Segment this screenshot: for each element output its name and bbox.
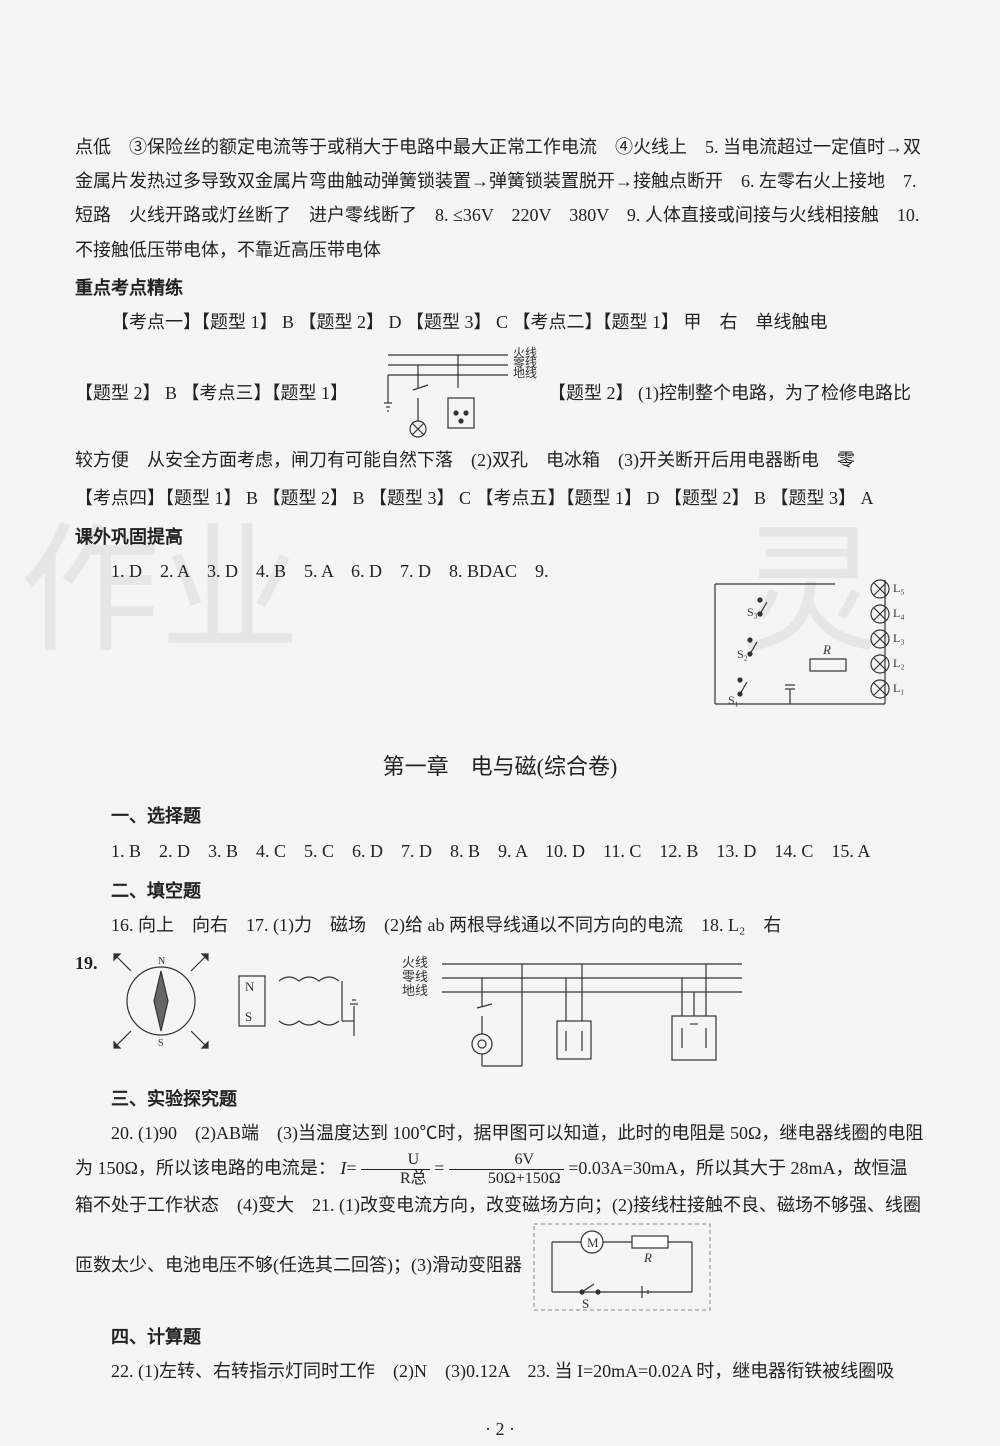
motor-circuit-diagram: M R S bbox=[532, 1222, 712, 1312]
svg-text:S: S bbox=[582, 1296, 589, 1311]
svg-text:L₃: L₃ bbox=[893, 631, 905, 645]
label-ground: 地线 bbox=[513, 366, 537, 380]
section-extra-title: 课外巩固提高 bbox=[75, 520, 925, 554]
home-fire-label: 火线 bbox=[402, 955, 428, 970]
experiment-title: 三、实验探究题 bbox=[75, 1082, 925, 1116]
home-ground-label: 地线 bbox=[402, 983, 428, 998]
q22-23: 22. (1)左转、右转指示灯同时工作 (2)N (3)0.12A 23. 当 … bbox=[75, 1354, 925, 1388]
svg-text:S: S bbox=[245, 1009, 252, 1024]
choice-title: 一、选择题 bbox=[75, 799, 925, 833]
extra-answers-1-9: 1. D 2. A 3. D 4. B 5. A 6. D 7. D 8. BD… bbox=[75, 554, 549, 588]
keypoints-line-2-post: 【题型 2】 (1)控制整个电路，为了检修电路比 bbox=[548, 376, 911, 410]
keypoints-line-2-pre: 【题型 2】 B 【考点三】【题型 1】 bbox=[75, 376, 348, 410]
formula-frac-1: UR总 bbox=[361, 1151, 430, 1187]
opening-paragraph: 点低 ③保险丝的额定电流等于或稍大于电路中最大正常工作电流 ④火线上 5. 当电… bbox=[75, 130, 925, 267]
home-circuit-diagram: 火线 零线 地线 bbox=[382, 946, 762, 1076]
keypoints-line-4: 【考点四】【题型 1】 B 【题型 2】 B 【题型 3】 C 【考点五】【题型… bbox=[75, 481, 925, 515]
fill-title: 二、填空题 bbox=[75, 874, 925, 908]
circuit-diagram-1: 火线 零线 地线 bbox=[348, 343, 548, 443]
extra-line-5-row: 1. D 2. A 3. D 4. B 5. A 6. D 7. D 8. BD… bbox=[75, 554, 925, 724]
svg-text:L₅: L₅ bbox=[893, 581, 905, 595]
formula-eq2: = bbox=[434, 1158, 444, 1178]
formula-eq1: = bbox=[346, 1158, 356, 1178]
q19-prefix: 19. bbox=[75, 946, 98, 980]
home-zero-label: 零线 bbox=[402, 969, 428, 984]
svg-text:L₂: L₂ bbox=[893, 656, 905, 670]
chapter-title: 第一章 电与磁(综合卷) bbox=[75, 746, 925, 788]
page-number: · 2 · bbox=[75, 1412, 925, 1446]
keypoints-line-2-row: 【题型 2】 B 【考点三】【题型 1】 火线 零线 地线 【题型 2】 bbox=[75, 343, 925, 443]
fill-16-18: 16. 向上 向右 17. (1)力 磁场 (2)给 ab 两根导线通以不同方向… bbox=[75, 908, 925, 942]
section-keypoints-title: 重点考点精练 bbox=[75, 271, 925, 305]
svg-text:S₁: S₁ bbox=[728, 693, 739, 707]
formula-val: =0.03A=30mA bbox=[568, 1158, 678, 1178]
q20-text: 20. (1)90 (2)AB端 (3)当温度达到 100℃时，据甲图可以知道，… bbox=[75, 1116, 925, 1311]
q19-row: 19. NS N S bbox=[75, 946, 925, 1076]
calc-title: 四、计算题 bbox=[75, 1320, 925, 1354]
circuit-diagram-right: L₅ L₄ L₃ L₂ L₁ S₁ S₂ S₃ R bbox=[695, 554, 925, 724]
formula-frac-2: 6V50Ω+150Ω bbox=[449, 1151, 564, 1187]
svg-text:N: N bbox=[158, 956, 165, 967]
svg-text:L₄: L₄ bbox=[893, 606, 905, 620]
svg-text:S₃: S₃ bbox=[747, 605, 758, 619]
compass-diagram: NS bbox=[106, 946, 216, 1056]
magnet-coil-diagram: N S bbox=[224, 946, 374, 1056]
svg-text:S₂: S₂ bbox=[737, 647, 748, 661]
svg-text:N: N bbox=[245, 979, 255, 994]
svg-text:M: M bbox=[587, 1235, 599, 1250]
page-content: 点低 ③保险丝的额定电流等于或稍大于电路中最大正常工作电流 ④火线上 5. 当电… bbox=[75, 130, 925, 1446]
svg-text:R: R bbox=[643, 1250, 652, 1265]
keypoints-line-3: 较方便 从安全方面考虑，闸刀有可能自然下落 (2)双孔 电冰箱 (3)开关断开后… bbox=[75, 443, 925, 477]
keypoints-line-1: 【考点一】【题型 1】 B 【题型 2】 D 【题型 3】 C 【考点二】【题型… bbox=[75, 305, 925, 339]
svg-text:L₁: L₁ bbox=[893, 681, 905, 695]
svg-text:R: R bbox=[822, 642, 831, 657]
svg-text:S: S bbox=[158, 1038, 164, 1049]
choice-answers: 1. B 2. D 3. B 4. C 5. C 6. D 7. D 8. B … bbox=[75, 834, 925, 868]
